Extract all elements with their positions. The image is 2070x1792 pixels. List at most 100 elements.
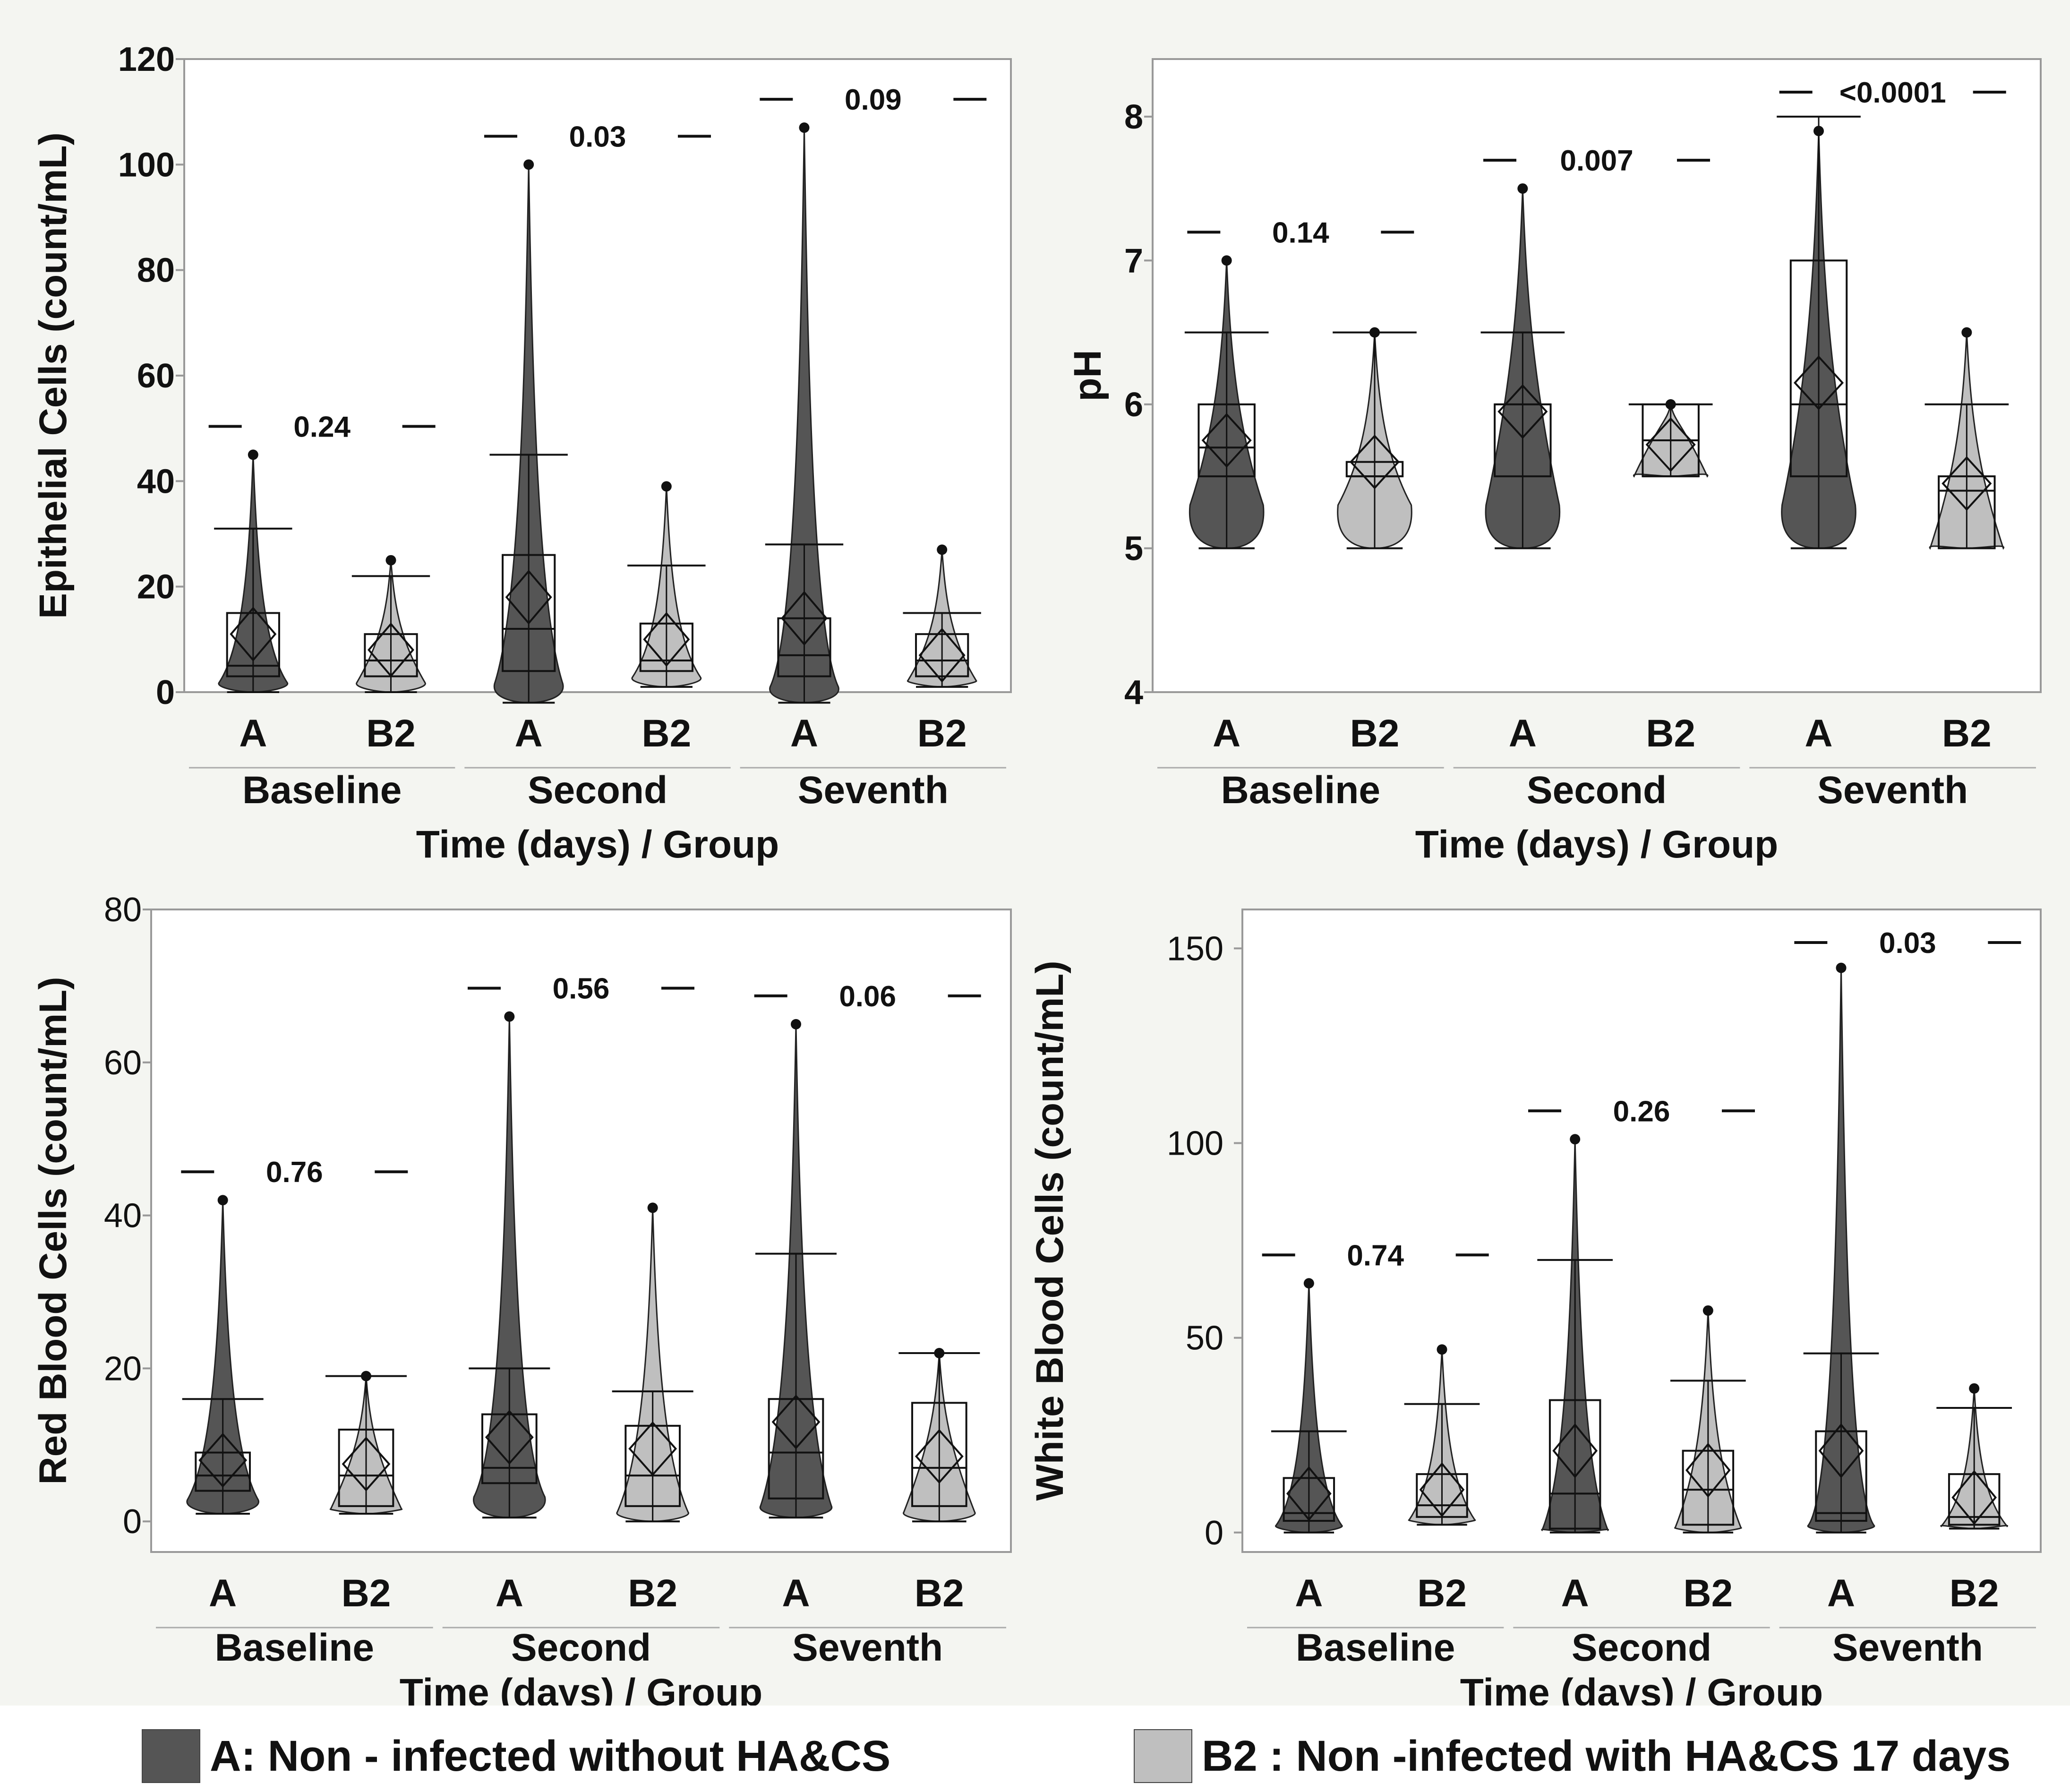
time-label: Seventh	[1832, 1626, 1983, 1669]
y-tick-label: 40	[137, 463, 175, 500]
time-label: Second	[1527, 769, 1667, 812]
legend-swatch-b2	[1134, 1729, 1192, 1783]
violin-A-baseline	[1271, 1278, 1347, 1534]
violin-B2-baseline	[1404, 1344, 1480, 1526]
mean-diamond	[505, 569, 552, 625]
mean-diamond	[1201, 413, 1252, 468]
group-label: A	[496, 1572, 523, 1615]
group-label: A	[1213, 712, 1240, 755]
outlier-point	[1813, 126, 1824, 137]
plot-area	[1152, 58, 2042, 693]
time-label: Second	[511, 1626, 651, 1669]
group-label: A	[1827, 1572, 1855, 1615]
y-tick-label: 4	[1124, 674, 1143, 712]
y-tick-label: 6	[1124, 386, 1143, 424]
mean-diamond	[915, 1429, 964, 1484]
p-value-label: 0.24	[293, 411, 351, 444]
group-label: A	[782, 1572, 810, 1615]
group-label: B2	[915, 1572, 964, 1615]
violin-B2-seventh	[898, 1348, 980, 1523]
p-value-label: 0.26	[1613, 1095, 1670, 1128]
group-label: A	[790, 712, 818, 755]
time-label: Baseline	[1296, 1626, 1455, 1669]
group-label: B2	[917, 712, 967, 755]
violin-A-second	[1480, 183, 1565, 549]
group-label: B2	[366, 712, 416, 755]
violin-B2-second	[612, 1202, 693, 1523]
mean-diamond	[485, 1410, 534, 1465]
plot-area	[150, 909, 1012, 1553]
p-value-label: 0.03	[1879, 927, 1936, 960]
y-tick-label: 0	[123, 1503, 142, 1541]
group-label: A	[1295, 1572, 1323, 1615]
outlier-point	[1369, 327, 1380, 338]
time-label: Baseline	[215, 1626, 374, 1669]
violin-B2-baseline	[325, 1371, 407, 1515]
violin-B2-second	[1628, 399, 1713, 478]
y-axis-label: Epithelial Cells (count/mL)	[32, 132, 75, 619]
violin-B2-second	[1670, 1305, 1746, 1534]
legend-item-b2: B2 : Non -infected with HA&CS 17 days	[1134, 1729, 2010, 1783]
mean-diamond	[1951, 1470, 1997, 1525]
y-axis-label: pH	[1066, 350, 1109, 401]
group-label: B2	[628, 1572, 677, 1615]
legend-bar	[0, 1706, 2070, 1792]
y-tick-label: 150	[1167, 930, 1223, 968]
time-label: Seventh	[798, 769, 949, 812]
violin-A-seventh	[765, 122, 844, 704]
mean-diamond	[1349, 434, 1400, 489]
outlier-point	[385, 555, 396, 566]
mean-diamond	[1645, 417, 1696, 472]
violin-B2-seventh	[1936, 1383, 2012, 1530]
plot-area	[183, 58, 1012, 693]
y-tick-label: 50	[1186, 1320, 1223, 1357]
mean-diamond	[628, 1421, 677, 1476]
y-tick-label: 20	[137, 568, 175, 606]
outlier-point	[361, 1371, 371, 1381]
group-label: B2	[1646, 712, 1695, 755]
y-tick-label: 7	[1124, 242, 1143, 280]
violin-B2-baseline	[1333, 327, 1417, 549]
group-label: A	[515, 712, 543, 755]
mean-diamond	[1286, 1466, 1332, 1521]
violin-A-baseline	[182, 1195, 264, 1515]
y-tick-label: 80	[104, 891, 142, 929]
p-value-label: 0.56	[553, 973, 610, 1005]
group-label: A	[209, 1572, 237, 1615]
y-tick-label: 40	[104, 1197, 142, 1235]
time-label: Seventh	[1817, 769, 1968, 812]
outlier-point	[1517, 183, 1528, 194]
group-label: B2	[1950, 1572, 1999, 1615]
outlier-point	[1702, 1305, 1713, 1316]
mean-diamond	[771, 1394, 821, 1449]
outlier-point	[1303, 1278, 1314, 1289]
y-axis-label: Red Blood Cells (count/mL)	[32, 977, 75, 1484]
outlier-point	[1221, 255, 1232, 266]
outlier-point	[1961, 327, 1972, 338]
violin-A-seventh	[1803, 962, 1879, 1534]
y-tick-label: 8	[1124, 98, 1143, 136]
group-label: B2	[1683, 1572, 1733, 1615]
outlier-point	[1836, 962, 1847, 973]
violin-B2-second	[627, 481, 706, 688]
p-value-label: 0.74	[1347, 1239, 1404, 1272]
mean-diamond	[1793, 355, 1844, 411]
time-label: Second	[528, 769, 667, 812]
group-label: A	[1561, 1572, 1589, 1615]
chart-panel-4: 0 50 100 150 White Blood Cells (count/mL) A B2…	[1028, 909, 2042, 1706]
mean-diamond	[1497, 384, 1548, 439]
outlier-point	[647, 1202, 658, 1213]
y-tick-label: 60	[104, 1044, 142, 1082]
group-label: B2	[342, 1572, 391, 1615]
violin-A-seventh	[1777, 115, 1861, 549]
time-label: Seventh	[792, 1626, 943, 1669]
group-label: B2	[642, 712, 691, 755]
outlier-point	[248, 449, 258, 460]
outlier-point	[934, 1348, 945, 1359]
y-tick-label: 80	[137, 252, 175, 290]
time-label: Baseline	[1221, 769, 1380, 812]
y-tick-label: 0	[156, 674, 175, 712]
outlier-point	[217, 1195, 228, 1206]
